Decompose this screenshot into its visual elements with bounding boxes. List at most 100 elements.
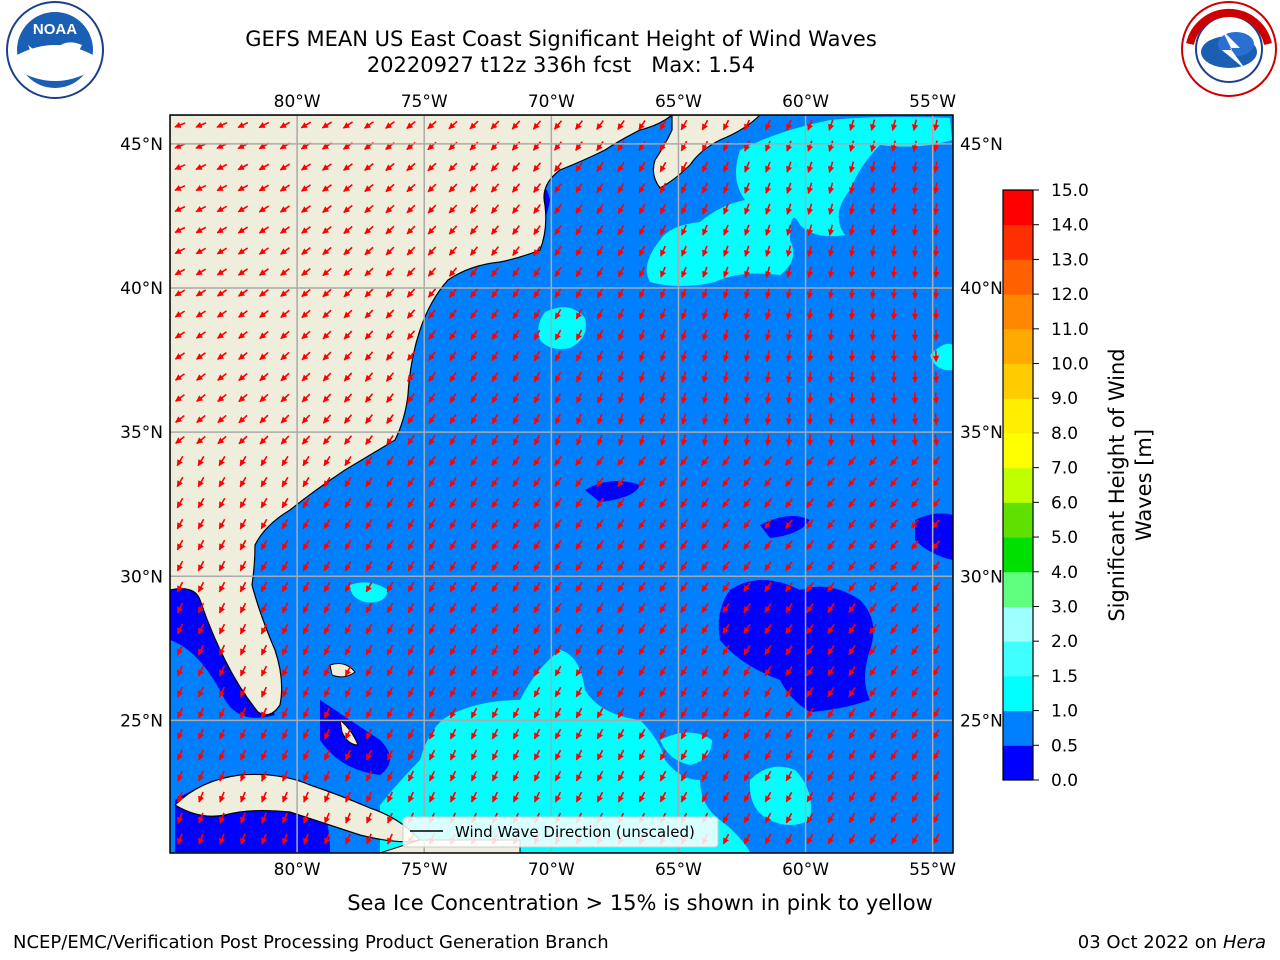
wind-arrow — [365, 665, 373, 677]
wind-arrow — [932, 266, 940, 279]
wind-arrow — [239, 476, 247, 488]
wind-arrow — [300, 163, 312, 171]
wind-arrow — [343, 351, 353, 361]
wind-arrow — [869, 350, 877, 363]
wind-arrow — [722, 434, 730, 447]
wind-arrow — [680, 644, 688, 656]
wind-arrow — [722, 561, 730, 572]
lon-label-bottom: 75°W — [401, 860, 448, 880]
wind-arrow — [385, 393, 395, 403]
wind-arrow — [827, 413, 835, 426]
wind-arrow — [869, 140, 877, 152]
wind-arrow — [301, 267, 311, 277]
wind-arrow — [386, 581, 394, 593]
wind-arrow — [343, 267, 353, 277]
wind-arrow — [323, 560, 331, 572]
wind-arrow — [701, 602, 709, 614]
wind-arrow — [596, 266, 604, 278]
wind-arrow — [300, 184, 311, 192]
wind-arrow — [365, 581, 373, 593]
wind-arrow — [302, 476, 310, 488]
colorbar: 0.0 0.5 1.0 1.5 2.0 3.0 4.0 5.0 6.0 7.0 8.0 9.0 10.0… — [1002, 181, 1089, 791]
wind-arrow — [491, 288, 499, 299]
wind-arrow — [932, 371, 940, 384]
wind-arrow — [869, 561, 877, 571]
wind-arrow — [848, 582, 856, 592]
wind-arrow — [280, 247, 290, 255]
wind-arrow — [258, 247, 269, 255]
wind-arrow — [638, 498, 646, 508]
wind-arrow — [533, 518, 541, 530]
wind-arrow — [806, 434, 814, 447]
wind-arrow — [301, 288, 311, 298]
wind-arrow — [386, 518, 394, 530]
wind-arrow — [702, 245, 709, 257]
wind-arrow — [260, 518, 268, 530]
wind-arrow — [364, 162, 374, 172]
wind-arrow — [176, 581, 184, 593]
wind-arrow — [448, 120, 458, 130]
colorbar-swatch — [1003, 190, 1033, 226]
wind-arrow — [407, 602, 415, 614]
wind-arrow — [176, 455, 184, 467]
wind-arrow — [848, 540, 856, 550]
wind-arrow — [301, 246, 311, 256]
lat-label-left: 30°N — [120, 567, 163, 587]
wind-arrow — [575, 477, 583, 488]
wind-arrow — [365, 455, 373, 467]
wind-arrow — [386, 560, 394, 572]
wind-arrow — [259, 268, 269, 276]
wind-arrow — [470, 560, 478, 572]
wind-arrow — [575, 560, 583, 572]
wind-arrow — [279, 205, 291, 213]
wind-arrow — [174, 184, 186, 192]
wind-arrow — [681, 224, 688, 236]
wind-arrow — [617, 308, 625, 320]
colorbar-swatch — [1003, 224, 1033, 260]
wind-arrow — [575, 183, 583, 194]
wind-arrow — [911, 561, 919, 571]
wind-arrow — [237, 163, 249, 171]
wind-arrow — [743, 371, 751, 384]
wind-arrow — [617, 498, 625, 509]
wind-arrow — [869, 665, 877, 677]
wind-arrow — [722, 140, 730, 152]
wind-arrow — [618, 350, 625, 362]
wind-arrow — [491, 434, 499, 446]
wind-arrow — [617, 602, 625, 614]
wind-arrow — [195, 184, 207, 192]
wind-arrow — [932, 645, 940, 656]
wind-arrow — [806, 308, 814, 321]
wind-arrow — [176, 476, 184, 488]
wind-arrow — [554, 350, 562, 362]
lat-label-right: 40°N — [960, 279, 1003, 299]
wind-arrow — [470, 413, 478, 425]
wind-arrow — [259, 372, 269, 382]
wind-arrow — [533, 560, 541, 572]
wind-arrow — [638, 477, 646, 487]
colorbar-swatch — [1003, 675, 1033, 712]
wind-arrow — [744, 224, 751, 236]
wind-arrow — [343, 435, 353, 445]
wind-arrow — [469, 162, 479, 172]
wind-arrow — [744, 182, 751, 194]
wind-arrow — [386, 665, 394, 677]
wind-arrow — [742, 456, 752, 466]
wind-arrow — [216, 268, 228, 276]
wind-arrow — [533, 413, 541, 425]
wind-arrow — [849, 119, 856, 131]
wind-arrow — [238, 435, 248, 445]
wind-arrow — [174, 289, 186, 297]
wind-arrow — [301, 414, 311, 424]
wind-arrow — [869, 224, 877, 237]
wind-arrow — [827, 519, 835, 529]
wind-arrow — [343, 393, 353, 403]
wind-arrow — [723, 224, 730, 236]
wind-arrow — [575, 203, 583, 215]
wind-arrow — [722, 161, 730, 173]
colorbar-swatch — [1003, 467, 1033, 503]
lat-label-left: 45°N — [120, 135, 163, 155]
wind-arrow — [869, 603, 877, 613]
wind-arrow — [931, 498, 941, 508]
wind-arrow — [532, 183, 542, 193]
